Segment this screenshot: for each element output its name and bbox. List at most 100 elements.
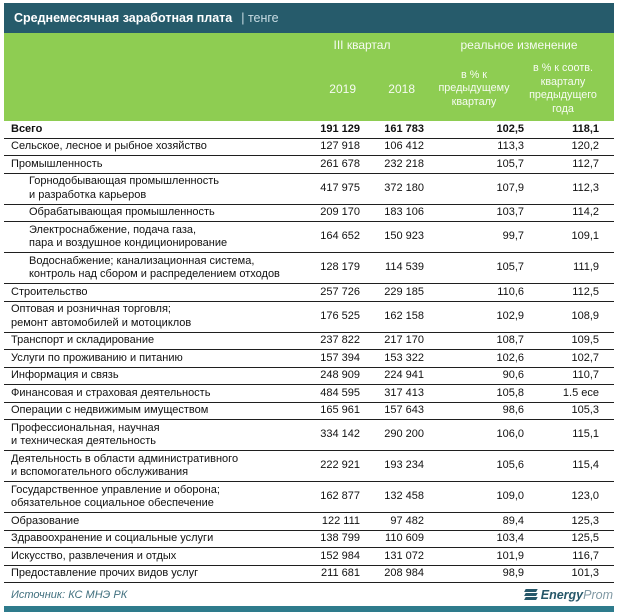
column-header-2019: 2019 xyxy=(329,82,356,96)
value-qoq-cell: 105,7 xyxy=(496,261,524,274)
table-row: Образование 122 111 97 482 89,4 125,3 xyxy=(4,513,614,531)
sector-name-cell: Транспорт и складирование xyxy=(11,334,155,346)
value-qoq-cell: 102,5 xyxy=(496,122,524,135)
group-label-quarter: III квартал xyxy=(333,38,391,52)
table-row: Информация и связь 248 909 224 941 90,6 … xyxy=(4,368,614,385)
table-row: Горнодобывающая промышленность и разрабо… xyxy=(4,174,614,205)
value-2019-cell: 209 170 xyxy=(320,206,360,218)
value-2018-cell: 162 158 xyxy=(384,309,424,322)
value-yoy-cell: 118,1 xyxy=(572,122,599,135)
value-2019-cell: 122 111 xyxy=(321,514,360,527)
unit-label: | тенге xyxy=(241,11,279,25)
column-header-yoy: в % к соотв. кварталу предыдущего года xyxy=(529,62,597,115)
logo-text-bold: Energy xyxy=(540,587,584,602)
sector-name-cell: Обрабатывающая промышленность xyxy=(29,206,215,218)
header-group-real-change: реальное изменение в % к предыдущему ква… xyxy=(424,33,614,121)
value-2019-cell: 152 984 xyxy=(320,549,360,562)
sector-name-cell: Всего xyxy=(11,122,43,135)
value-yoy-cell: 115,4 xyxy=(572,459,599,472)
table-row: Сельское, лесное и рыбное хозяйство 127 … xyxy=(4,139,614,156)
value-yoy-cell: 123,0 xyxy=(571,490,599,503)
sector-name-cell: Водоснабжение; канализационная система, … xyxy=(29,254,280,281)
header-years-row: 2019 2018 xyxy=(300,57,424,121)
table-row: Предоставление прочих видов услуг 211 68… xyxy=(4,566,614,583)
value-yoy-cell: 109,5 xyxy=(571,334,599,346)
value-2019-cell: 261 678 xyxy=(320,157,360,170)
value-yoy-cell: 101,3 xyxy=(571,567,599,579)
energyprom-logo: EnergyProm xyxy=(524,588,613,602)
value-2019-cell: 257 726 xyxy=(320,285,360,298)
value-2018-cell: 110 609 xyxy=(385,532,424,544)
column-header-2018: 2018 xyxy=(388,82,415,96)
value-yoy-cell: 125,5 xyxy=(571,532,599,544)
value-yoy-cell: 112,3 xyxy=(572,181,599,194)
value-2019-cell: 334 142 xyxy=(320,428,360,441)
table-row: Водоснабжение; канализационная система, … xyxy=(4,253,614,284)
value-2018-cell: 132 458 xyxy=(384,490,424,503)
value-yoy-cell: 114,2 xyxy=(572,206,599,218)
value-2018-cell: 290 200 xyxy=(384,428,424,441)
value-qoq-cell: 101,9 xyxy=(496,549,524,562)
value-yoy-cell: 115,1 xyxy=(572,428,599,441)
value-qoq-cell: 105,6 xyxy=(496,459,524,472)
value-2018-cell: 372 180 xyxy=(384,181,424,194)
logo-text: EnergyProm xyxy=(541,588,613,602)
sector-name-cell: Горнодобывающая промышленность и разрабо… xyxy=(29,175,219,201)
sector-name-cell: Деятельность в области административного… xyxy=(11,452,239,479)
value-yoy-cell: 102,7 xyxy=(571,351,599,364)
table-body: Всего 191 129 161 783 102,5 118,1 Сельск… xyxy=(4,121,614,583)
sector-name-cell: Электроснабжение, подача газа, пара и во… xyxy=(29,223,228,250)
sector-name-cell: Предоставление прочих видов услуг xyxy=(11,567,199,579)
value-yoy-cell: 108,9 xyxy=(571,309,599,322)
value-2019-cell: 138 799 xyxy=(320,532,360,544)
sector-name-cell: Финансовая и страховая деятельность xyxy=(11,386,211,399)
value-qoq-cell: 99,7 xyxy=(502,230,524,243)
value-qoq-cell: 102,9 xyxy=(496,309,524,322)
value-qoq-cell: 90,6 xyxy=(502,369,524,381)
value-yoy-cell: 112,7 xyxy=(572,157,599,170)
sector-name-cell: Операции с недвижимым имуществом xyxy=(11,404,209,416)
group-label-real-change: реальное изменение xyxy=(460,38,578,52)
value-qoq-cell: 98,9 xyxy=(502,567,524,579)
sector-name-cell: Промышленность xyxy=(11,157,103,170)
table-row: Государственное управление и оборона; об… xyxy=(4,482,614,513)
value-2018-cell: 131 072 xyxy=(384,549,424,562)
value-qoq-cell: 106,0 xyxy=(496,428,524,441)
value-2019-cell: 162 877 xyxy=(320,490,360,503)
sector-name-cell: Сельское, лесное и рыбное хозяйство xyxy=(11,140,207,152)
header-name-spacer xyxy=(4,33,300,121)
value-yoy-cell: 116,7 xyxy=(572,549,599,562)
value-2019-cell: 164 652 xyxy=(320,230,360,243)
table-row: Обрабатывающая промышленность 209 170 18… xyxy=(4,205,614,222)
value-2019-cell: 127 918 xyxy=(320,140,360,152)
header-pct-row: в % к предыдущему кварталу в % к соотв. … xyxy=(424,57,614,121)
value-qoq-cell: 103,4 xyxy=(496,532,524,544)
source-note: Источник: КС МНЭ РК xyxy=(11,588,128,601)
value-2019-cell: 128 179 xyxy=(320,261,360,274)
value-yoy-cell: 111,9 xyxy=(573,261,599,274)
table-row: Всего 191 129 161 783 102,5 118,1 xyxy=(4,121,614,139)
sector-name-cell: Услуги по проживанию и питанию xyxy=(11,351,183,364)
value-2019-cell: 237 822 xyxy=(320,334,360,346)
table-row: Операции с недвижимым имуществом 165 961… xyxy=(4,403,614,420)
value-2019-cell: 211 681 xyxy=(321,567,360,579)
sector-name-cell: Строительство xyxy=(11,285,88,298)
table-row: Деятельность в области административного… xyxy=(4,451,614,482)
logo-text-light: Prom xyxy=(583,587,613,602)
value-2018-cell: 229 185 xyxy=(384,285,424,298)
sector-name-cell: Оптовая и розничная торговля; ремонт авт… xyxy=(11,303,192,329)
value-qoq-cell: 98,6 xyxy=(502,404,524,416)
value-yoy-cell: 112,5 xyxy=(572,285,599,298)
page-title: Среднемесячная заработная плата xyxy=(14,11,233,25)
header-group-quarter: III квартал 2019 2018 xyxy=(300,33,424,121)
sector-name-cell: Образование xyxy=(11,514,80,527)
value-qoq-cell: 105,8 xyxy=(496,386,524,399)
value-2019-cell: 248 909 xyxy=(320,369,360,381)
value-2018-cell: 106 412 xyxy=(384,140,424,152)
value-2019-cell: 157 394 xyxy=(320,351,360,364)
value-2019-cell: 417 975 xyxy=(320,181,360,194)
value-2019-cell: 191 129 xyxy=(320,122,360,135)
column-header-qoq: в % к предыдущему кварталу xyxy=(438,68,510,108)
value-qoq-cell: 103,7 xyxy=(496,206,524,218)
